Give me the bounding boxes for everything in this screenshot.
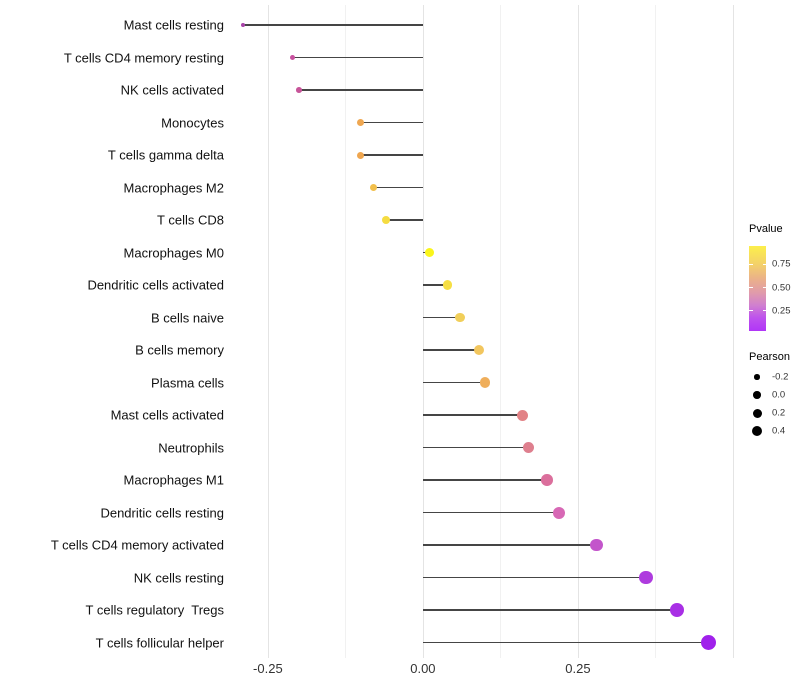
y-axis-label: Plasma cells xyxy=(151,375,224,390)
y-axis-label: Monocytes xyxy=(161,115,224,130)
lollipop-stem xyxy=(243,24,423,26)
colorbar-tick-label: 0.50 xyxy=(772,282,791,294)
colorbar-tick xyxy=(762,309,766,312)
lollipop-dot xyxy=(455,312,465,323)
lollipop-dot xyxy=(369,183,378,192)
y-axis-label: Macrophages M2 xyxy=(123,180,224,195)
y-axis-label: NK cells resting xyxy=(133,570,224,585)
y-axis-label: B cells memory xyxy=(135,342,224,358)
y-axis-label: Dendritic cells activated xyxy=(87,277,224,293)
lollipop-dot xyxy=(516,409,528,421)
major-gridline xyxy=(732,5,734,658)
lollipop-dot xyxy=(241,23,246,27)
lollipop-stem xyxy=(292,56,423,59)
lollipop-dot xyxy=(473,345,484,355)
x-axis-tick-label: 0.00 xyxy=(410,661,436,676)
y-axis-label: Dendritic cells resting xyxy=(100,505,224,520)
pearson-legend-key xyxy=(753,391,761,399)
lollipop-dot xyxy=(296,87,302,93)
y-axis-label: Macrophages M1 xyxy=(123,472,224,488)
lollipop-stem xyxy=(360,121,423,124)
y-axis-label: T cells CD4 memory resting xyxy=(63,50,224,65)
y-axis-label: Mast cells resting xyxy=(123,17,224,33)
colorbar-tick xyxy=(749,263,753,266)
lollipop-dot xyxy=(357,151,365,159)
pearson-legend-label: 0.4 xyxy=(772,425,786,437)
lollipop-dot xyxy=(590,538,603,552)
pearson-legend-title: Pearson xyxy=(749,351,790,363)
y-axis-label: Macrophages M0 xyxy=(123,245,224,260)
major-gridline xyxy=(267,5,269,658)
pearson-legend-key xyxy=(752,408,762,418)
lollipop-stem xyxy=(422,544,597,546)
pearson-legend-label: 0.0 xyxy=(772,389,786,401)
lollipop-dot xyxy=(700,634,716,651)
major-gridline xyxy=(577,5,579,658)
minor-gridline xyxy=(345,5,347,658)
lollipop-stem xyxy=(422,414,523,416)
pearson-legend-label: 0.2 xyxy=(772,407,786,419)
colorbar-tick xyxy=(749,309,753,312)
y-axis-label: T cells CD8 xyxy=(157,212,224,228)
lollipop-stem xyxy=(422,284,448,286)
lollipop-dot xyxy=(541,474,553,486)
major-gridline xyxy=(422,5,424,658)
colorbar-tick xyxy=(749,286,753,289)
y-axis-label: NK cells activated xyxy=(120,82,224,98)
y-axis-label: Mast cells activated xyxy=(110,407,224,423)
lollipop-stem xyxy=(385,219,423,221)
colorbar-tick-label: 0.75 xyxy=(772,258,791,270)
lollipop-dot xyxy=(639,570,654,585)
colorbar-tick xyxy=(762,263,766,266)
lollipop-stem xyxy=(422,641,709,644)
pearson-legend-key xyxy=(751,425,763,437)
colorbar-tick-label: 0.25 xyxy=(772,305,791,317)
lollipop-stem xyxy=(373,186,423,189)
lollipop-dot xyxy=(479,377,491,388)
pearson-legend-label: -0.2 xyxy=(772,371,789,383)
y-axis-label: B cells naive xyxy=(151,310,224,325)
lollipop-stem xyxy=(422,381,485,384)
pearson-legend-key xyxy=(754,374,760,380)
pvalue-colorbar xyxy=(749,246,766,331)
lollipop-dot xyxy=(381,216,390,224)
y-axis-label: Neutrophils xyxy=(158,440,224,455)
lollipop-stem xyxy=(298,89,423,91)
y-axis-label: T cells CD4 memory activated xyxy=(50,537,224,553)
lollipop-dot xyxy=(357,119,365,126)
pvalue-legend-title: Pvalue xyxy=(749,223,783,235)
lollipop-stem xyxy=(360,154,423,156)
y-axis-label: T cells regulatory Tregs xyxy=(85,602,224,618)
lollipop-stem xyxy=(422,576,647,579)
x-axis-tick-label: -0.25 xyxy=(253,661,283,676)
x-axis-tick-label: 0.25 xyxy=(565,661,591,676)
y-axis-label: T cells gamma delta xyxy=(107,147,224,163)
lollipop-stem xyxy=(422,511,560,514)
lollipop-dot xyxy=(553,506,566,519)
lollipop-dot xyxy=(424,248,434,257)
lollipop-stem xyxy=(422,609,678,611)
lollipop-stem xyxy=(422,446,529,449)
lollipop-dot xyxy=(443,280,453,290)
lollipop-dot xyxy=(669,602,685,618)
lollipop-stem xyxy=(422,349,479,351)
colorbar-tick xyxy=(762,286,766,289)
lollipop-stem xyxy=(422,316,461,319)
lollipop-dot xyxy=(522,441,534,454)
minor-gridline xyxy=(655,5,657,658)
lollipop-dot xyxy=(290,54,296,61)
y-axis-label: T cells follicular helper xyxy=(95,635,224,650)
lollipop-stem xyxy=(422,479,547,481)
minor-gridline xyxy=(500,5,502,658)
